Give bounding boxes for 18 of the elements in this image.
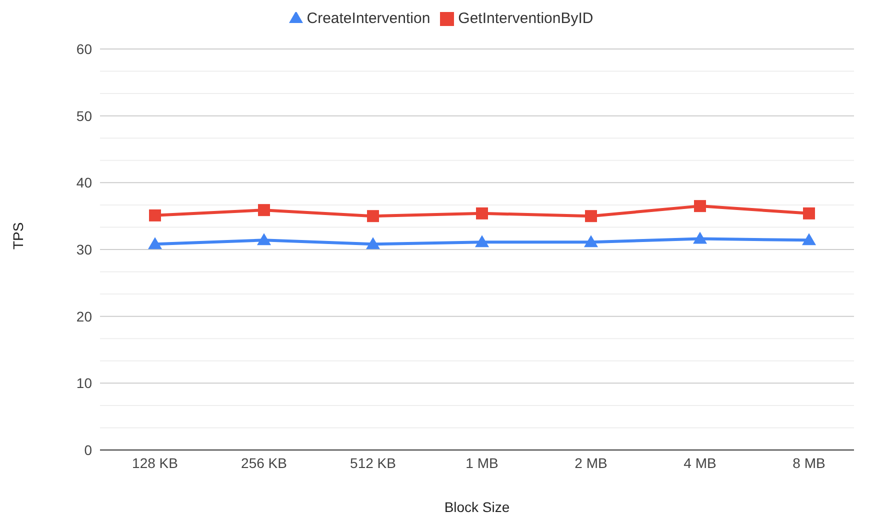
y-tick-label: 10: [76, 375, 92, 392]
x-tick-label: 2 MB: [574, 454, 608, 471]
y-tick-label: 20: [76, 308, 92, 324]
y-tick-label: 0: [84, 442, 92, 458]
legend-label: CreateIntervention: [306, 10, 430, 27]
x-axis-title: Block Size: [444, 499, 510, 515]
y-tick-label: 40: [76, 174, 92, 191]
y-axis-title: TPS: [10, 222, 26, 250]
legend-label: GetInterventionByID: [458, 10, 594, 27]
x-tick-label: 1 MB: [466, 454, 498, 471]
y-tick-label: 30: [76, 241, 92, 258]
x-tick-label: 256 KB: [241, 454, 287, 471]
y-tick-label: 60: [76, 40, 92, 57]
x-tick-label: 4 MB: [684, 454, 716, 471]
y-tick-label: 50: [76, 108, 92, 124]
x-tick-label: 8 MB: [792, 454, 826, 471]
x-tick-label: 128 KB: [132, 454, 178, 471]
x-tick-label: 512 KB: [350, 454, 396, 471]
